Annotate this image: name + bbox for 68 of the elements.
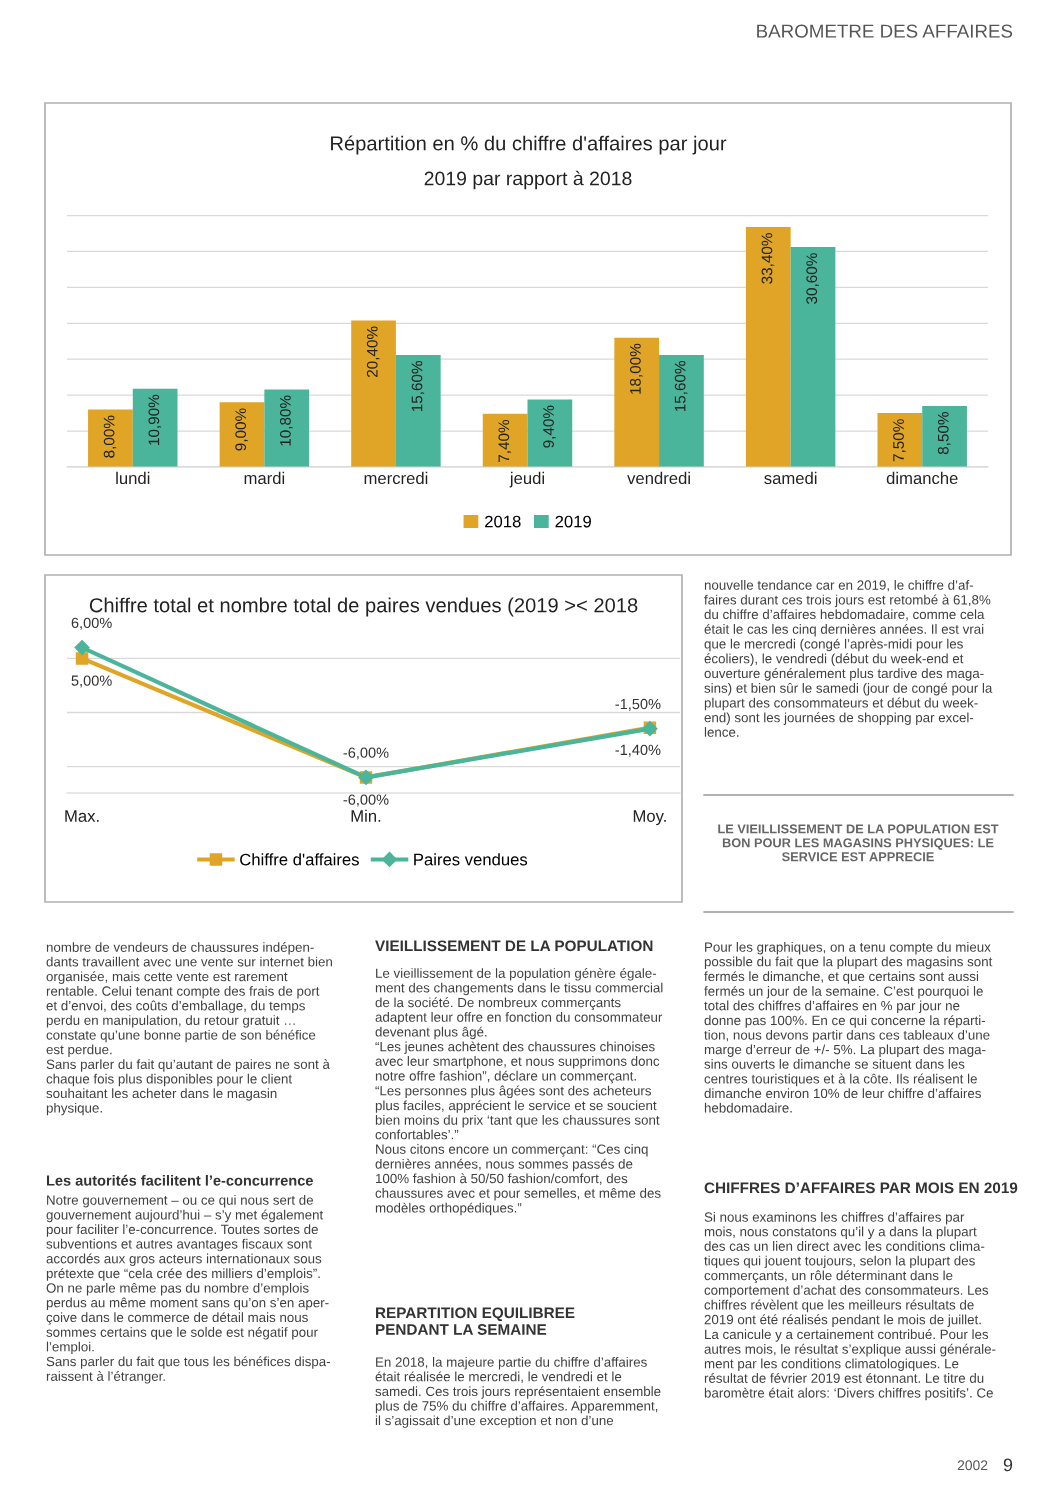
bar: [527, 399, 573, 467]
text: nouvelle tendance car en 2019, le chiffre d’af- faires durant ces trois jours est retombé à 61,8% du chiffre d’affaires hebdomadaire, comme cela était le cas les cinq dernières années. Il est vrai que le mercredi (congé l’après-midi pour les écoliers), le vendredi (début du week-end et ouverture généralement plus tardive des maga- sins) et bien sûr le samedi (jour de congé pour la plupart des consommateurs et début du week- end) sont les journées de shopping par excel- lence.: [704, 580, 993, 737]
text: nombre de vendeurs de chaussures indépen- dants travaillent avec une vente sur internet bien organisée, mais cette vente est rarement rentable. Celui tenant compte des frais de port et d’envoi, des coûts d’emballage, du temps perdu en manipulation, du retour gratuit … constate qu’une bonne partie de son bénéfice est perdue. Sans parler du fait qu’autant de paires ne sont à chaque fois plus disponibles pour le client souhaitant les acheter dans le magasin physique.: [46, 942, 332, 1116]
bar: [790, 247, 836, 467]
bar: [659, 354, 704, 467]
data-label: 9,00%: [235, 408, 248, 451]
legend-label: 2019: [555, 515, 591, 528]
text: 9: [1003, 1458, 1013, 1472]
data-label: 33,40%: [761, 233, 775, 284]
data-label: -1,50%: [615, 698, 661, 711]
data-label: 15,60%: [674, 361, 688, 412]
x-tick-label: Max.: [65, 810, 99, 822]
text: VIEILLISSEMENT DE LA POPULATION: [375, 940, 653, 952]
x-tick-label: lundi: [116, 471, 150, 485]
data-label: 30,60%: [806, 253, 819, 304]
data-label: 20,40%: [366, 326, 380, 378]
data-label: 6,00%: [71, 617, 112, 630]
text: Notre gouvernement – ou ce qui nous sert de gouvernement aujourd’hui – s’y met également pour faciliter l’e-concurrence. Toutes sortes de subventions et autres avantages fiscaux sont accordés aux gros acteurs internationaux sous prétexte que “cela crée des milliers d’emplois”. On ne parle même pas du nombre d’emplois perdus au même moment sans qu’on s’en aper- çoive dans le commerce de détail mais nous sommes certains que le solde est négatif pour l’emploi. Sans parler du fait que tous les bénéfices dispa- raissent à l’étranger.: [46, 1195, 331, 1384]
point: [74, 640, 90, 656]
data-label: 5,00%: [71, 675, 112, 688]
data-label: -6,00%: [343, 747, 389, 760]
text: Le vieillissement de la population génère égale- ment des changements dans le tissu commercial de la société. De nombreux commerçants adaptent leur offre en fonction du consommateur devenant plus âgé. “Les jeunes achètent des chaussures chinoises avec leur smartphone, et nous supprimons donc notre offre fashion”, déclare un commerçant. “Les personnes plus âgées sont des acheteurs plus faciles, apprécient le service et se soucient bien moins du prix ‘tant que les chaussures sont confortables’.” Nous citons encore un commerçant: “Ces cinq dernières années, nous sommes passés de 100% fashion à 50/50 fashion/comfort, des chaussures avec et pour semelles, et même des modèles orthopédiques.”: [375, 968, 663, 1216]
data-label: 7,50%: [893, 419, 906, 462]
bar: [922, 405, 967, 467]
data-label: 8,50%: [937, 412, 951, 455]
bar: [745, 227, 791, 467]
data-label: 8,00%: [103, 415, 117, 458]
data-label: 7,40%: [498, 419, 512, 462]
x-tick-label: dimanche: [886, 471, 958, 485]
x-tick-label: mercredi: [364, 471, 428, 485]
text: En 2018, la majeure partie du chiffre d’affaires était réalisée le mercredi, le vendredi et le samedi. Ces trois jours représentaient ensemble plus de 75% du chiffre d’affaires. Apparemment, il s’agissait d’une exception et non d’une: [375, 1357, 661, 1428]
text: Pour les graphiques, on a tenu compte du mieux possible du fait que la plupart des magasins sont fermés le dimanche, et que certains sont aussi fermés un jour de la semaine. C’est pourquoi le total des chiffres d’affaires en % par jour ne donne pas 100%. En ce qui concerne la réparti- tion, nous devons partir dans ces tableaux d’une marge d’erreur de +/- 5%. La plupart des maga- sins ouverts le dimanche se situent dans les centres touristiques et à la côte. Ils réalisent le dimanche environ 10% de leur chiffre d’affaires hebdomadaire.: [704, 942, 993, 1113]
data-label: 9,40%: [543, 405, 556, 448]
text: REPARTITION EQUILIBREE PENDANT LA SEMAINE: [376, 1307, 575, 1335]
bar: [395, 354, 441, 467]
chart-title: Répartition en % du chiffre d'affaires par jour: [331, 135, 727, 155]
text: Les autorités facilitent l’e-concurrence: [46, 1174, 313, 1186]
text: 2002: [957, 1460, 988, 1471]
text: CHIFFRES D’AFFAIRES PAR MOIS EN 2019: [704, 1182, 1018, 1194]
bar: [877, 413, 923, 467]
data-label: -6,00%: [343, 794, 389, 807]
data-label: 15,60%: [411, 361, 425, 412]
point: [75, 652, 89, 665]
text: LE VIEILLISSEMENT DE LA POPULATION EST BON POUR LES MAGASINS PHYSIQUES: LE SERVICE EST APPRECIE: [718, 824, 999, 862]
chart-title: Chiffre total et nombre total de paires vendues (2019 >< 2018: [89, 597, 638, 617]
bar: [614, 337, 660, 467]
data-label: 10,80%: [280, 395, 293, 446]
text: BAROMETRE DES AFFAIRES: [757, 24, 1013, 38]
legend-label: 2018: [485, 515, 521, 528]
data-label: 18,00%: [629, 343, 643, 394]
x-tick-label: Min.: [351, 809, 381, 822]
text: Si nous examinons les chiffres d’affaires par mois, nous constatons qu’il y a dans la plupart des cas un lien direct avec les conditions clima- tiques qui jouent toujours, selon la plupart des commerçants, un rôle déterminant dans le comportement d’achat des consommateurs. Les chiffres révèlent que les meilleurs résultats de 2019 ont été réalisés pendant le mois de juillet. La canicule y a certainement contribué. Pour les autres mois, le résultat s’explique aussi générale- ment par les conditions climatologiques. Le résultat de février 2019 est étonnant. Le titre du baromètre était alors: ‘Divers chiffres positifs’. Ce: [704, 1212, 996, 1401]
legend-label: Paires vendues: [414, 853, 528, 866]
bar: [264, 389, 310, 467]
x-tick-label: samedi: [764, 471, 817, 485]
legend-label: Chiffre d'affaires: [240, 853, 359, 866]
bar: [351, 320, 396, 467]
x-tick-label: mardi: [244, 471, 285, 485]
x-tick-label: vendredi: [627, 471, 690, 485]
bar: [482, 413, 528, 467]
data-label: 10,90%: [148, 394, 162, 445]
bar: [132, 388, 178, 467]
bar: [88, 409, 133, 467]
bar: [219, 402, 265, 467]
chart-subtitle: 2019 par rapport à 2018: [424, 170, 632, 190]
x-tick-label: jeudi: [509, 471, 544, 488]
x-tick-label: Moy.: [633, 810, 666, 826]
data-label: -1,40%: [615, 744, 661, 757]
